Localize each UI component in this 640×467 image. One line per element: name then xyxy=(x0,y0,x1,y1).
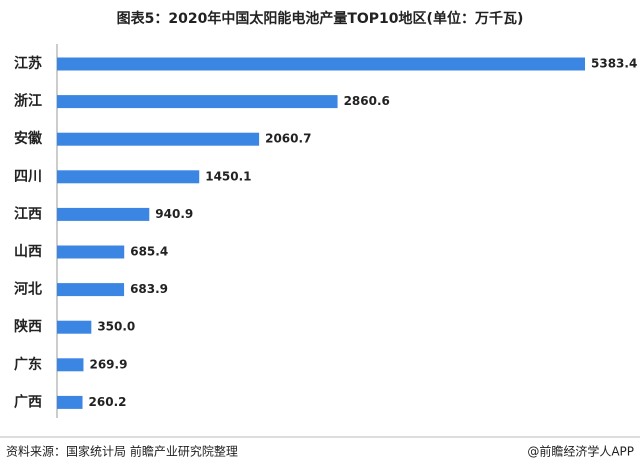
data-label: 260.2 xyxy=(89,395,127,409)
credit: @前瞻经济学人APP xyxy=(527,444,634,459)
bar xyxy=(57,358,84,372)
bar xyxy=(57,245,125,259)
bar xyxy=(57,132,260,146)
source-note: 资料来源：国家统计局 前瞻产业研究院整理 xyxy=(6,444,238,459)
data-label: 685.4 xyxy=(130,245,168,259)
y-tick-label: 河北 xyxy=(14,281,42,298)
data-label: 940.9 xyxy=(155,207,193,221)
y-tick-label: 安徽 xyxy=(14,130,43,147)
data-label: 1450.1 xyxy=(205,169,251,183)
y-tick-label: 山西 xyxy=(14,244,42,260)
y-tick-label: 江苏 xyxy=(14,55,42,72)
bar xyxy=(57,95,338,109)
data-label: 350.0 xyxy=(97,320,135,334)
bar xyxy=(57,57,585,71)
y-tick-label: 陕西 xyxy=(14,318,42,335)
bar xyxy=(57,283,125,297)
y-tick-label: 江西 xyxy=(14,205,42,222)
chart-title: 图表5：2020年中国太阳能电池产量TOP10地区(单位：万千瓦) xyxy=(117,10,524,27)
bar xyxy=(57,207,150,221)
bar xyxy=(57,395,83,409)
y-tick-label: 广东 xyxy=(14,356,42,373)
y-tick-label: 浙江 xyxy=(14,93,42,110)
data-label: 269.9 xyxy=(89,357,127,371)
data-label: 2060.7 xyxy=(265,132,311,146)
y-tick-label: 广西 xyxy=(14,393,42,410)
data-label: 683.9 xyxy=(130,282,168,296)
data-label: 2860.6 xyxy=(344,94,390,108)
bar xyxy=(57,170,200,184)
bar xyxy=(57,320,92,334)
y-tick-label: 四川 xyxy=(14,169,42,185)
data-label: 5383.4 xyxy=(591,57,637,71)
